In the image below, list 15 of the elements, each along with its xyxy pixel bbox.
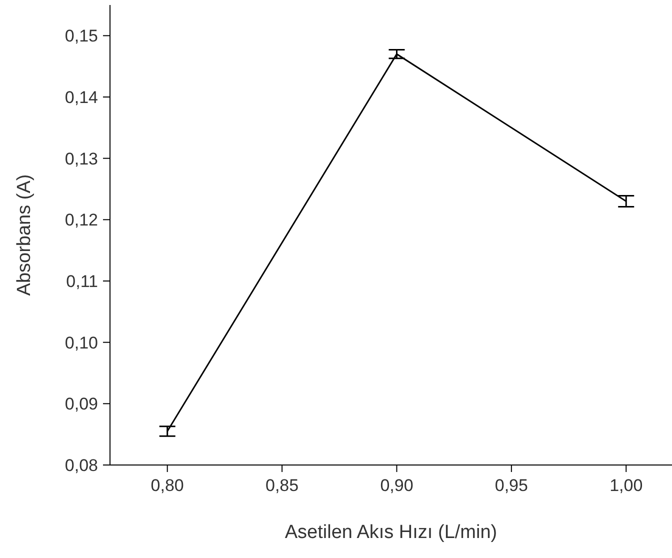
x-tick-label: 0,80 bbox=[150, 476, 184, 495]
y-tick-label: 0,09 bbox=[64, 394, 98, 414]
x-tick-label: 0,95 bbox=[494, 476, 528, 495]
y-tick-label: 0,10 bbox=[64, 333, 98, 352]
x-axis-title: Asetilen Akıs Hızı (L/min) bbox=[284, 522, 498, 543]
x-tick-label: 1,00 bbox=[610, 476, 643, 495]
x-tick-label: 0,90 bbox=[380, 476, 414, 495]
y-tick-label: 0,15 bbox=[64, 26, 98, 46]
y-tick-label: 0,14 bbox=[64, 88, 98, 107]
y-tick-label: 0,11 bbox=[66, 272, 98, 291]
y-tick-label: 0,08 bbox=[64, 456, 98, 475]
x-tick-label: 0,85 bbox=[265, 476, 299, 495]
y-tick-label: 0,12 bbox=[64, 210, 98, 230]
y-tick-label: 0,13 bbox=[64, 149, 98, 168]
y-axis-title: Absorbans (A) bbox=[14, 174, 35, 296]
